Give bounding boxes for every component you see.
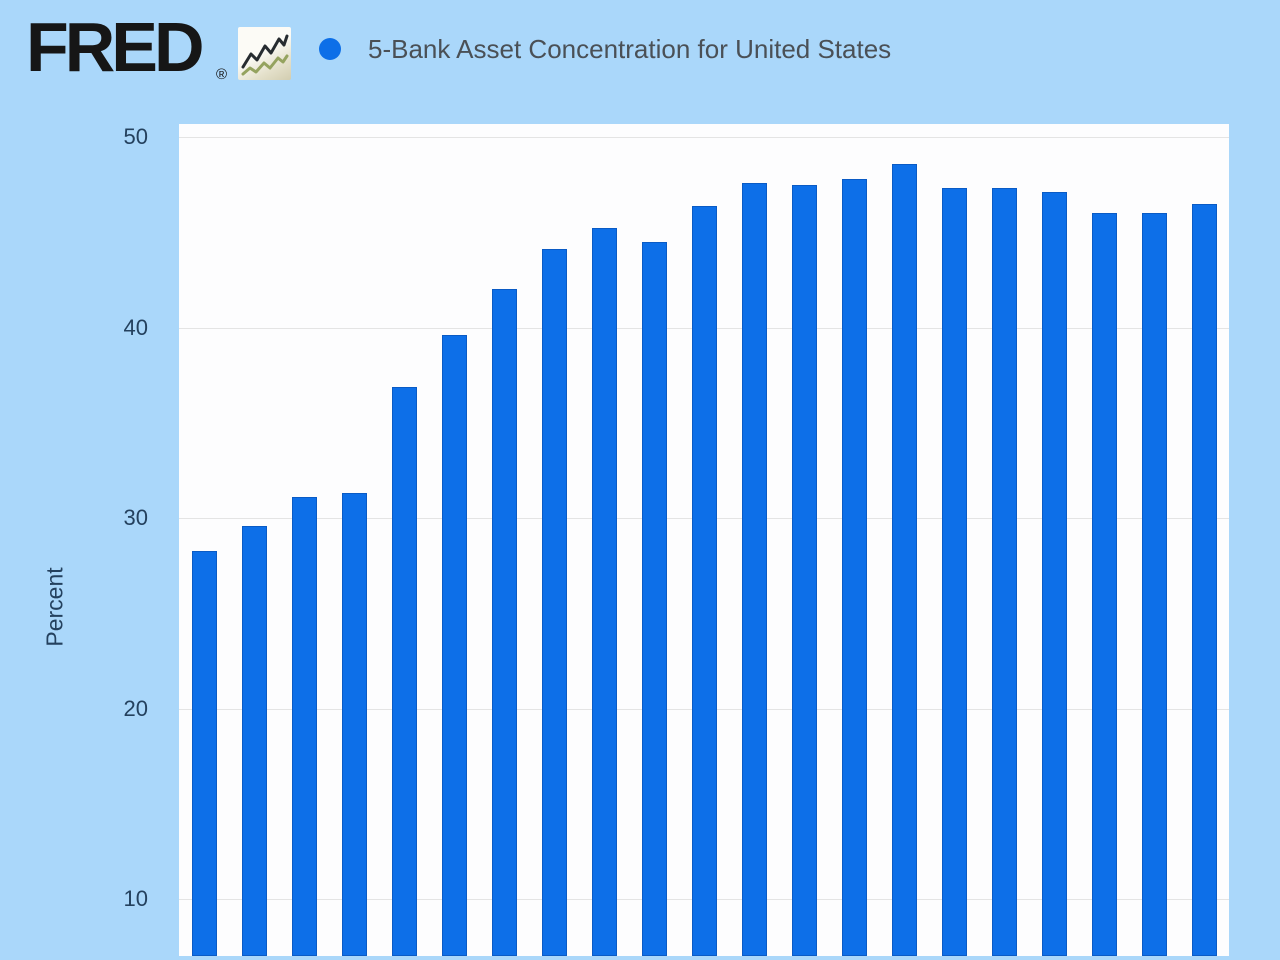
- bar[interactable]: [641, 241, 667, 956]
- bar[interactable]: [341, 493, 367, 956]
- bar[interactable]: [991, 188, 1017, 956]
- bar[interactable]: [841, 178, 867, 956]
- bar[interactable]: [891, 163, 917, 956]
- series-legend-dot[interactable]: [319, 38, 341, 60]
- bar[interactable]: [591, 228, 617, 956]
- y-tick-label: 20: [123, 695, 148, 721]
- zigzag-line-chart-icon: [241, 34, 289, 76]
- gridline: [179, 136, 1229, 138]
- bar[interactable]: [1141, 213, 1167, 956]
- bar[interactable]: [291, 497, 317, 956]
- y-tick-label: 10: [123, 886, 148, 912]
- y-tick-label: 50: [123, 123, 148, 149]
- bar[interactable]: [691, 205, 717, 956]
- bar[interactable]: [541, 249, 567, 956]
- bar[interactable]: [241, 525, 267, 956]
- bar[interactable]: [441, 335, 467, 956]
- series-title: 5-Bank Asset Concentration for United St…: [368, 34, 892, 64]
- bar[interactable]: [1091, 213, 1117, 956]
- y-tick-label: 30: [123, 505, 148, 531]
- bar[interactable]: [791, 184, 817, 956]
- bar[interactable]: [941, 188, 967, 956]
- registered-trademark: ®: [216, 66, 228, 83]
- bar[interactable]: [741, 182, 767, 956]
- fred-logo[interactable]: FRED: [26, 8, 205, 86]
- fred-chart-icon: [238, 27, 291, 80]
- plot-area: [179, 124, 1229, 956]
- y-axis-title: Percent: [41, 567, 68, 647]
- bar[interactable]: [491, 289, 517, 956]
- bar[interactable]: [1041, 192, 1067, 956]
- bar[interactable]: [1191, 203, 1217, 956]
- bar[interactable]: [391, 386, 417, 956]
- y-tick-label: 40: [123, 314, 148, 340]
- bar[interactable]: [191, 550, 217, 956]
